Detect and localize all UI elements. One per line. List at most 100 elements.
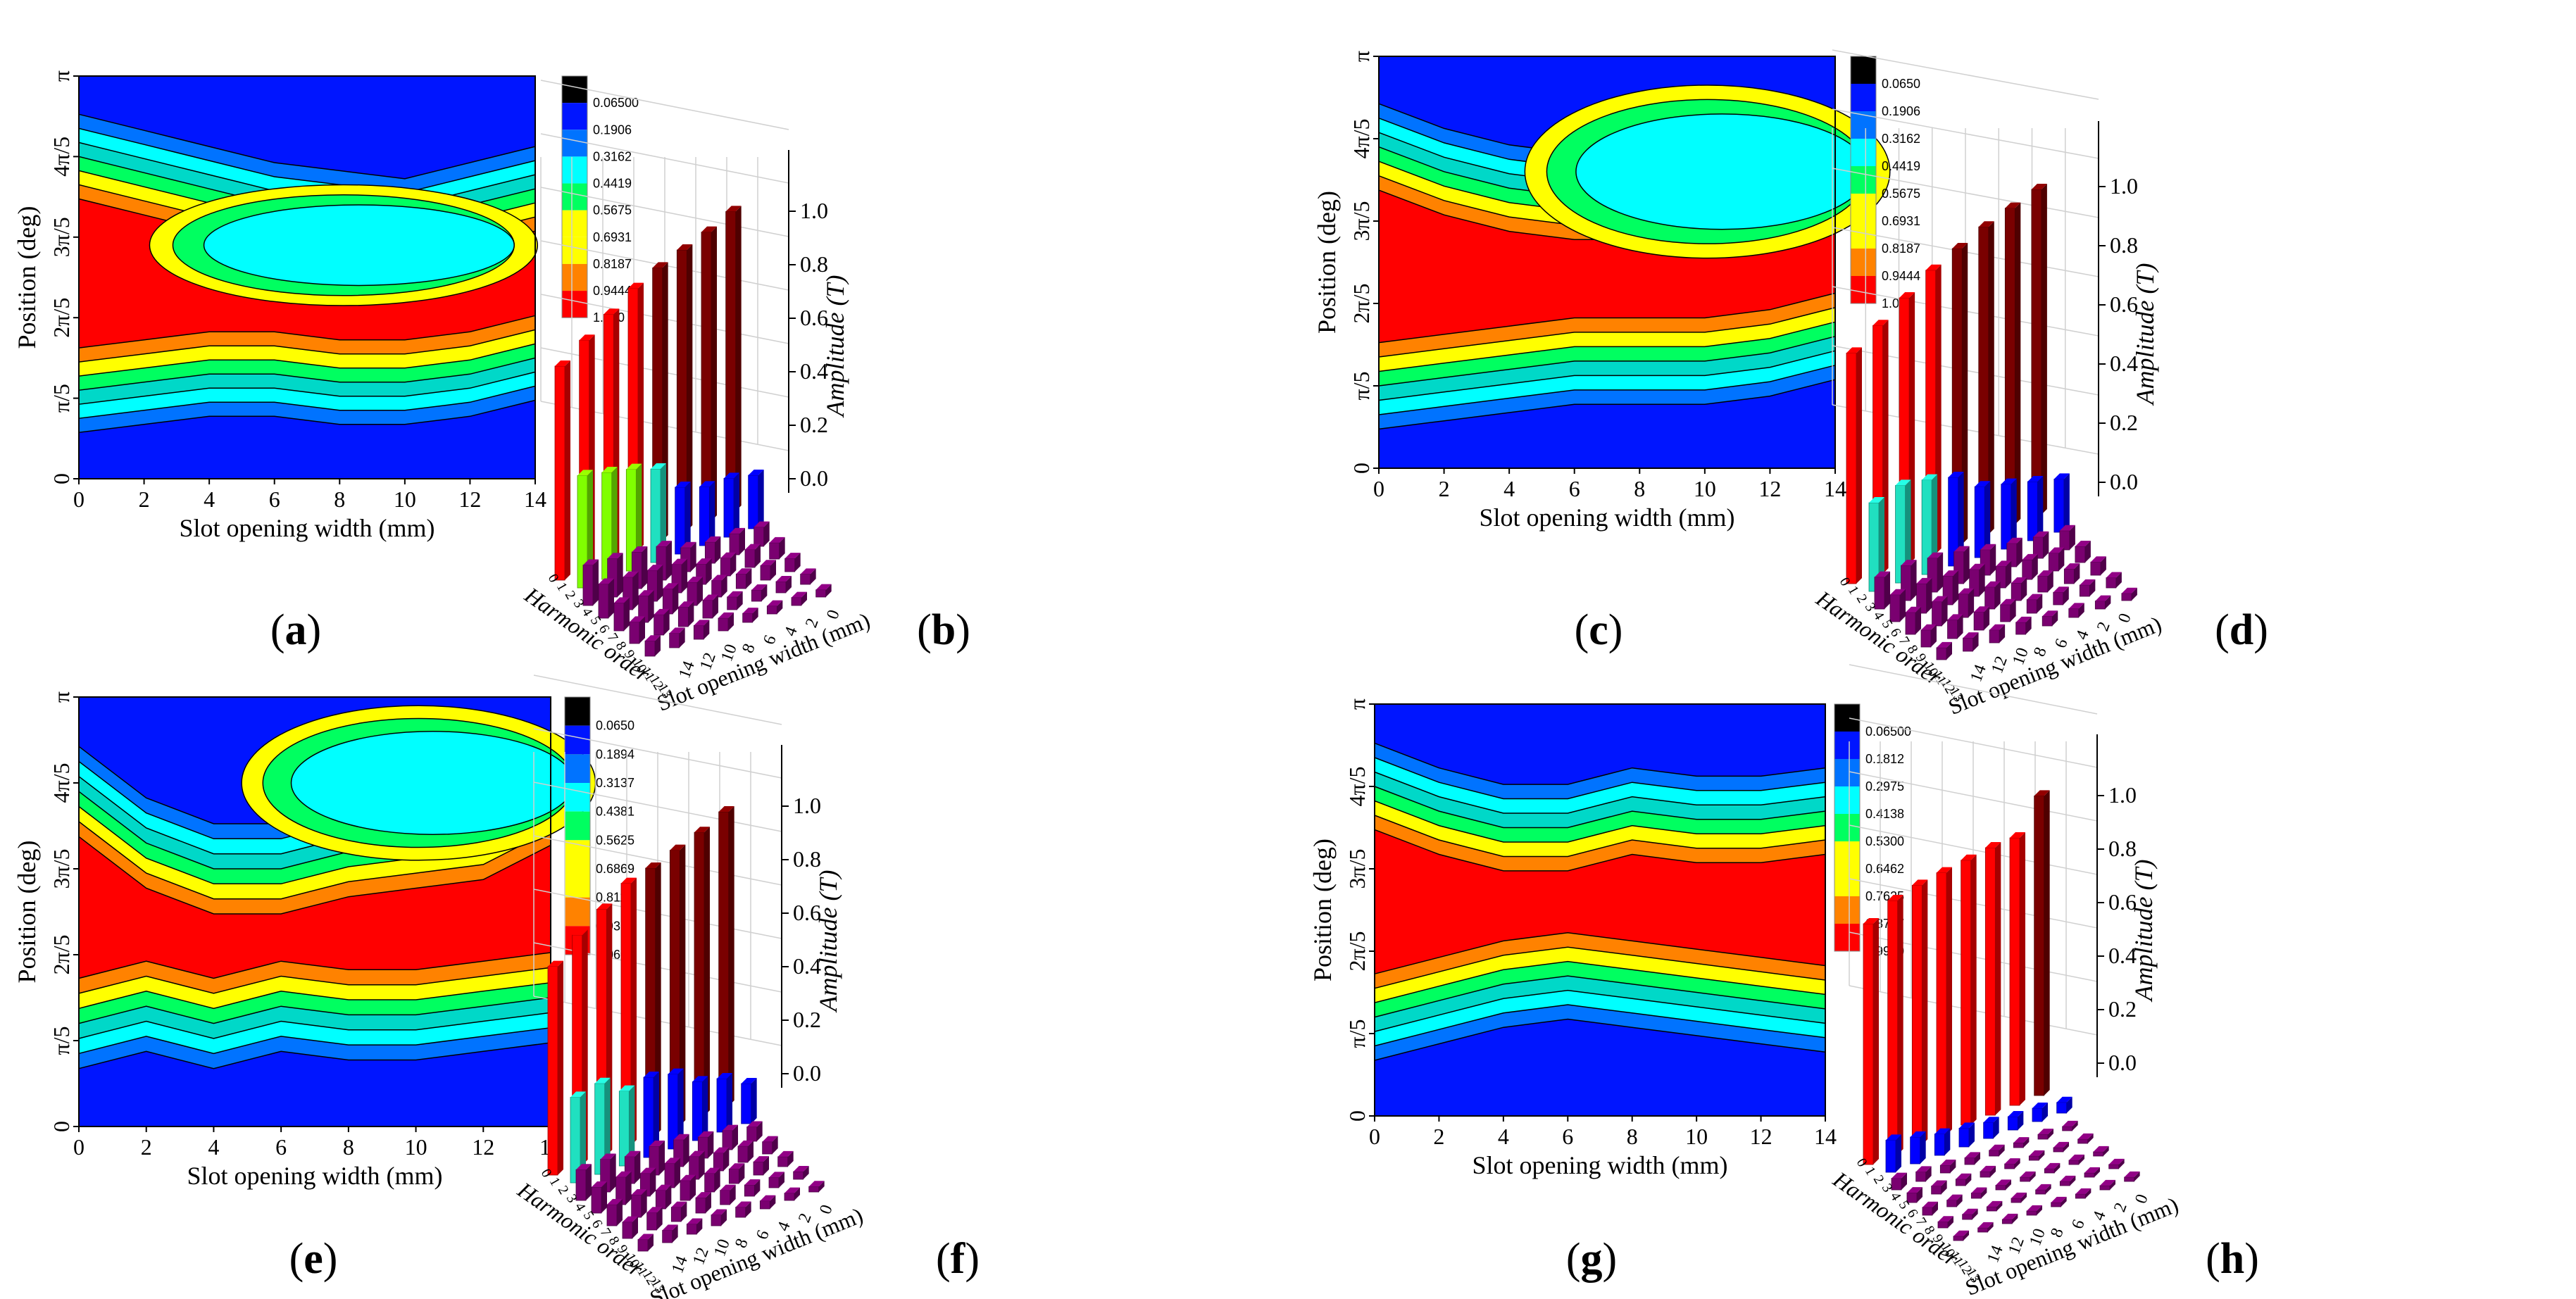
bar-higher-harmonic-side bbox=[617, 553, 623, 597]
colorbar-label: 0.06500 bbox=[1865, 724, 1911, 739]
bar-higher-harmonic-side bbox=[639, 616, 645, 644]
bar-higher-harmonic-side bbox=[690, 541, 696, 572]
bar-higher-harmonic-side bbox=[1942, 596, 1948, 626]
bar-higher-harmonic-top bbox=[680, 541, 696, 548]
bar-higher-harmonic bbox=[2077, 1138, 2089, 1144]
y-tick-label: 3π/5 bbox=[1349, 201, 1374, 241]
colorbar-swatch bbox=[1851, 249, 1876, 276]
colorbar-label: 0.8187 bbox=[1882, 241, 1920, 256]
bar-higher-harmonic bbox=[622, 1222, 633, 1239]
x-tick-label: 4 bbox=[1503, 476, 1515, 501]
bar-higher-harmonic-top bbox=[1931, 1180, 1947, 1186]
bar-higher-harmonic-top bbox=[1965, 1152, 1980, 1158]
bar-third-harmonic-top bbox=[668, 1068, 684, 1074]
bar-higher-harmonic-top bbox=[662, 1224, 678, 1231]
bar-higher-harmonic bbox=[720, 1190, 731, 1205]
bar-higher-harmonic-side bbox=[1911, 560, 1917, 601]
bar-higher-harmonic bbox=[2059, 530, 2070, 551]
bar-higher-harmonic-side bbox=[715, 536, 721, 563]
bar-higher-harmonic bbox=[762, 1141, 773, 1155]
bar-higher-harmonic-side bbox=[2094, 1167, 2100, 1177]
bar-higher-harmonic-top bbox=[638, 1234, 654, 1240]
bar-higher-harmonic bbox=[1977, 1227, 1989, 1233]
bar-third-harmonic bbox=[2027, 481, 2038, 541]
bar-third-harmonic bbox=[741, 1083, 752, 1124]
colorbar-swatch bbox=[562, 263, 587, 291]
grid-walls bbox=[1849, 664, 2098, 1077]
bar-third-harmonic-side bbox=[2037, 476, 2044, 541]
bar-fundamental-top bbox=[1952, 243, 1968, 249]
bar-third-harmonic-side bbox=[580, 1091, 586, 1183]
x-tick-label: 8 bbox=[343, 1134, 354, 1160]
bar-third-harmonic-top bbox=[2001, 478, 2017, 484]
bar-higher-harmonic-top bbox=[1969, 563, 1985, 570]
bar-higher-harmonic-side bbox=[2069, 525, 2075, 550]
bar-higher-harmonic-side bbox=[1948, 1216, 1953, 1228]
bar-higher-harmonic-side bbox=[1900, 589, 1906, 622]
colorbar-swatch bbox=[1834, 841, 1860, 869]
x-tick-label: 0 bbox=[73, 1134, 85, 1160]
bar-fundamental-side bbox=[1922, 879, 1928, 1145]
contour-core bbox=[203, 204, 515, 287]
grid-line bbox=[540, 80, 789, 130]
bar-higher-harmonic bbox=[737, 1146, 749, 1163]
bar-fundamental-top bbox=[596, 903, 613, 910]
bar-higher-harmonic-top bbox=[793, 1166, 809, 1172]
bar-higher-harmonic bbox=[662, 1230, 673, 1243]
x-tick-label: 8 bbox=[1627, 1124, 1638, 1149]
x-tick-label: 2 bbox=[1433, 1124, 1444, 1149]
bar-higher-harmonic-side bbox=[2032, 553, 2038, 579]
bar-higher-harmonic-top bbox=[2011, 1192, 2027, 1198]
x-tick-label: 10 bbox=[1694, 476, 1716, 501]
colorbar-swatch bbox=[565, 783, 590, 812]
y-tick-label: 4π/5 bbox=[1344, 766, 1370, 806]
bar-higher-harmonic-side bbox=[2006, 560, 2012, 588]
bar-higher-harmonic-top bbox=[623, 571, 639, 577]
bar-fundamental bbox=[1936, 872, 1947, 1136]
bar-fundamental-side bbox=[1995, 842, 2001, 1115]
bar-higher-harmonic bbox=[669, 632, 680, 648]
bar-higher-harmonic-side bbox=[1981, 1187, 1987, 1198]
bar-higher-harmonic-top bbox=[2064, 563, 2080, 570]
bar-higher-harmonic-top bbox=[2077, 1133, 2094, 1139]
bar-third-harmonic bbox=[716, 1078, 727, 1133]
bar-third-harmonic bbox=[2001, 484, 2012, 550]
y-tick-label: 2π/5 bbox=[49, 298, 74, 338]
bar-fundamental-top bbox=[555, 360, 570, 366]
bar-higher-harmonic bbox=[2099, 1185, 2111, 1191]
bar-higher-harmonic-side bbox=[745, 1201, 751, 1217]
bar-third-harmonic-top bbox=[1983, 1117, 1999, 1123]
bar-higher-harmonic-top bbox=[2100, 1179, 2115, 1186]
bar-higher-harmonic-side bbox=[2030, 1171, 2036, 1181]
bar-higher-harmonic bbox=[766, 605, 777, 615]
bar-higher-harmonic-side bbox=[2012, 1213, 2018, 1224]
y-axis-label: Position (deg) bbox=[13, 206, 41, 349]
bar-higher-harmonic-top bbox=[792, 591, 807, 598]
bar-higher-harmonic bbox=[1932, 601, 1942, 627]
bar-higher-harmonic-top bbox=[2075, 541, 2091, 547]
harmonic-tick-label: 0 bbox=[1837, 575, 1853, 589]
bar-higher-harmonic-top bbox=[1943, 570, 1959, 577]
bar-higher-harmonic bbox=[744, 1184, 755, 1197]
colorbar-label: 0.5300 bbox=[1865, 834, 1904, 848]
colorbar-label: 0.3162 bbox=[1882, 132, 1920, 146]
bar-higher-harmonic-top bbox=[1938, 1216, 1953, 1222]
bar-higher-harmonic-side bbox=[617, 1198, 623, 1226]
bar-higher-harmonic bbox=[1937, 1221, 1949, 1229]
bar-third-harmonic-side bbox=[1896, 1134, 1901, 1172]
x-tick-label: 14 bbox=[524, 487, 546, 512]
z-tick-label: 0.2 bbox=[800, 412, 828, 437]
bar-third-harmonic-top bbox=[577, 470, 593, 476]
bar-higher-harmonic-top bbox=[711, 1209, 727, 1215]
bar-higher-harmonic bbox=[2042, 615, 2053, 627]
panel-caption-c: (c) bbox=[1575, 606, 1623, 654]
colorbar-label: 0.9444 bbox=[593, 284, 632, 298]
bar-higher-harmonic bbox=[1989, 629, 2000, 644]
bar-higher-harmonic-side bbox=[779, 1172, 784, 1188]
bar-fundamental-top bbox=[670, 844, 686, 851]
bar-higher-harmonic-top bbox=[638, 590, 654, 596]
bar-higher-harmonic-side bbox=[746, 568, 752, 589]
x-tick-label: 2 bbox=[139, 487, 150, 512]
bar-higher-harmonic-side bbox=[2115, 572, 2122, 588]
x-tick-label: 0 bbox=[1369, 1124, 1380, 1149]
